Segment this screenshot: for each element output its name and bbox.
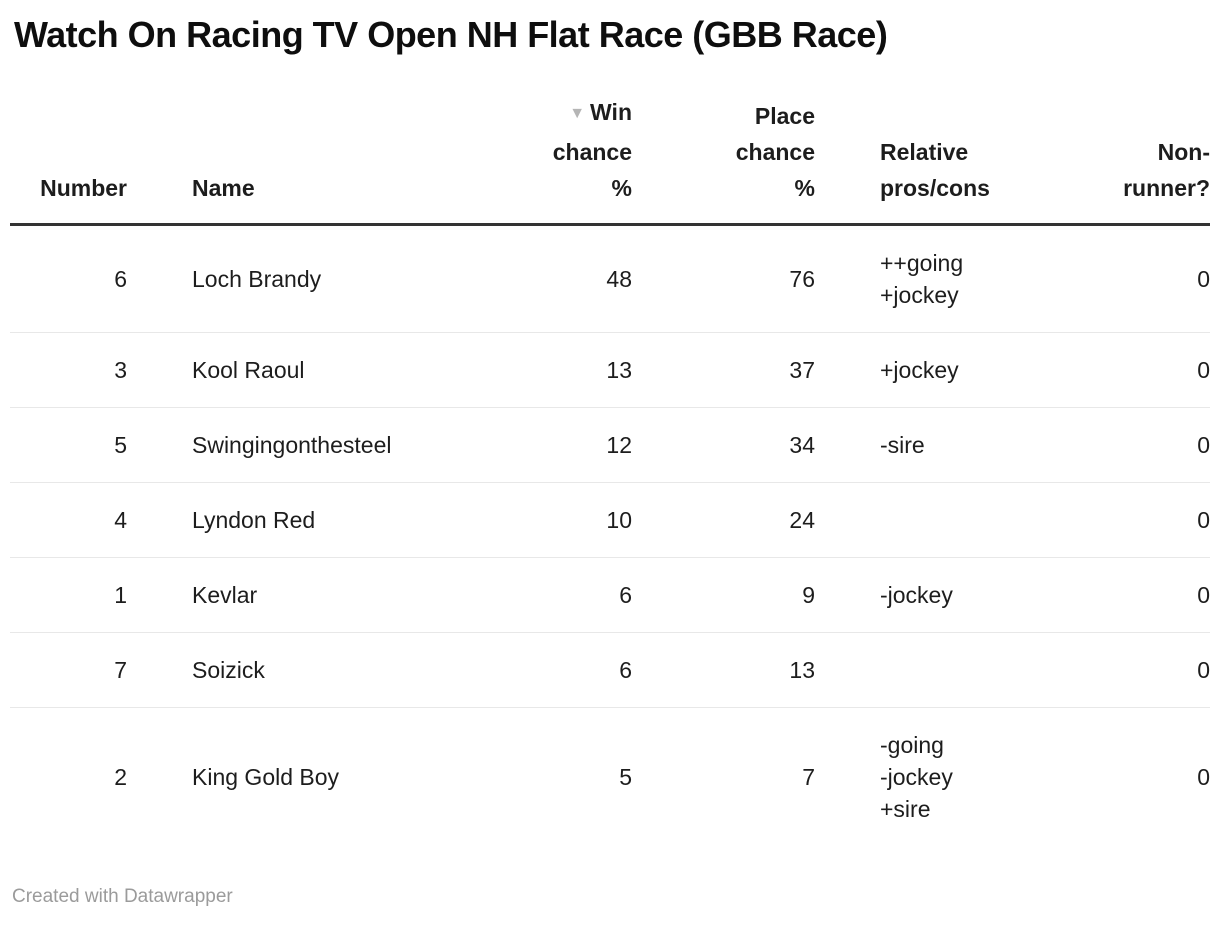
cell-nonrunner: 0: [1197, 266, 1210, 292]
table-body: 6 Loch Brandy 48 76 ++going +jockey 0 3 Kool Rao…: [10, 225, 1210, 846]
cell-nonrunner: 0: [1080, 482, 1210, 558]
pros-cons-line: -going: [880, 732, 944, 758]
cell-nonrunner: 0: [1080, 707, 1210, 846]
cell-place: 7: [632, 707, 815, 846]
cell-place: 34: [632, 407, 815, 483]
cell-name: Soizick: [127, 632, 467, 708]
cell-number: 7: [10, 632, 127, 708]
column-header-number[interactable]: Number: [10, 94, 127, 226]
table-header: Number Name ▼ Win chance % Place chance %…: [10, 94, 1210, 226]
cell-number: 6: [114, 266, 127, 292]
table-row: 2 King Gold Boy 5 7 -going -jockey +sire 0: [10, 707, 1210, 846]
column-header-pros-cons[interactable]: Relative pros/cons: [815, 94, 1080, 226]
cell-name: Loch Brandy: [192, 266, 322, 292]
table-row: 7 Soizick 6 13 0: [10, 632, 1210, 708]
cell-pros: -going -jockey +sire: [815, 707, 1080, 846]
cell-win: 13: [467, 332, 632, 408]
cell-number: 5: [10, 407, 127, 483]
cell-number: 2: [10, 707, 127, 846]
table-row: 6 Loch Brandy 48 76 ++going +jockey 0: [10, 225, 1210, 333]
column-header-place-chance[interactable]: Place chance %: [632, 94, 815, 226]
cell-place: 13: [632, 632, 815, 708]
column-header-non-runner-label: Non-runner?: [1123, 139, 1210, 201]
cell-number: 3: [10, 332, 127, 408]
cell-place: 9: [632, 557, 815, 633]
attribution-text: Created with Datawrapper: [12, 886, 233, 907]
cell-nonrunner: 0: [1080, 332, 1210, 408]
column-header-name[interactable]: Name: [127, 94, 467, 226]
cell-place: 24: [632, 482, 815, 558]
column-header-win-chance[interactable]: ▼ Win chance %: [467, 94, 632, 226]
cell-pros: [815, 632, 1080, 708]
cell-win: 6: [467, 557, 632, 633]
cell-win: 10: [467, 482, 632, 558]
cell-nonrunner: 0: [1080, 632, 1210, 708]
pros-cons-line: ++going: [880, 250, 964, 276]
cell-number: 1: [10, 557, 127, 633]
cell-number: 4: [10, 482, 127, 558]
column-header-place-chance-label: Place chance %: [735, 103, 815, 201]
column-header-win-chance-label: Win chance %: [552, 99, 632, 201]
pros-cons-line: -sire: [880, 432, 925, 458]
pros-cons-line: +jockey: [880, 357, 959, 383]
cell-name: Lyndon Red: [127, 482, 467, 558]
cell-name: King Gold Boy: [127, 707, 467, 846]
table-row: 1 Kevlar 6 9 -jockey 0: [10, 557, 1210, 633]
column-header-non-runner[interactable]: Non-runner?: [1080, 94, 1210, 226]
race-table: Number Name ▼ Win chance % Place chance %…: [10, 94, 1210, 846]
sort-descending-icon: ▼: [569, 105, 586, 122]
pros-cons-line: +sire: [880, 796, 931, 822]
table-header-row: Number Name ▼ Win chance % Place chance %…: [10, 94, 1210, 226]
cell-nonrunner: 0: [1080, 407, 1210, 483]
cell-pros: -jockey: [815, 557, 1080, 633]
pros-cons-line: -jockey: [880, 764, 953, 790]
cell-pros: -sire: [815, 407, 1080, 483]
column-header-number-label: Number: [40, 175, 127, 201]
cell-pros: ++going +jockey: [815, 225, 1080, 333]
pros-cons-line: +jockey: [880, 282, 959, 308]
cell-place: 37: [632, 332, 815, 408]
table-row: 5 Swingingonthesteel 12 34 -sire 0: [10, 407, 1210, 483]
cell-win: 5: [467, 707, 632, 846]
cell-name: Swingingonthesteel: [127, 407, 467, 483]
cell-win: 48: [606, 266, 632, 292]
column-header-name-label: Name: [192, 175, 255, 201]
cell-name: Kool Raoul: [127, 332, 467, 408]
cell-place: 76: [789, 266, 815, 292]
cell-nonrunner: 0: [1080, 557, 1210, 633]
cell-pros: +jockey: [815, 332, 1080, 408]
cell-win: 12: [467, 407, 632, 483]
table-row: 4 Lyndon Red 10 24 0: [10, 482, 1210, 558]
pros-cons-line: -jockey: [880, 582, 953, 608]
column-header-pros-cons-label: Relative pros/cons: [880, 139, 990, 201]
cell-name: Kevlar: [127, 557, 467, 633]
table-row: 3 Kool Raoul 13 37 +jockey 0: [10, 332, 1210, 408]
cell-pros: [815, 482, 1080, 558]
page-title: Watch On Racing TV Open NH Flat Race (GB…: [14, 14, 888, 55]
cell-win: 6: [467, 632, 632, 708]
